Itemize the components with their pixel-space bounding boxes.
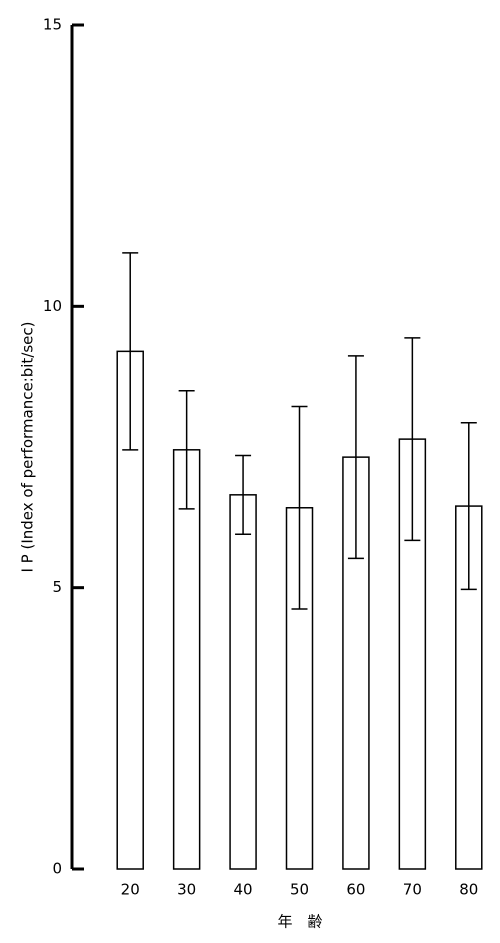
error-bar: [178, 389, 195, 510]
x-tick-label: 60: [346, 881, 365, 899]
error-bar: [460, 422, 477, 591]
x-axis-label: 年 齢: [277, 913, 322, 931]
error-bar: [122, 252, 139, 451]
y-tick-label: 0: [52, 860, 62, 878]
error-bar: [404, 337, 421, 542]
bar: [455, 505, 483, 870]
error-bar: [291, 405, 308, 610]
x-tick-label: 80: [459, 881, 478, 899]
error-bar: [235, 454, 252, 535]
x-tick-label: 30: [177, 881, 196, 899]
bar: [229, 494, 257, 870]
y-axis-label: I P (Index of performance:bit/sec): [19, 321, 37, 572]
error-bar: [347, 355, 364, 560]
y-tick-label: 10: [43, 297, 62, 315]
bar: [398, 438, 427, 870]
bar: [172, 449, 201, 870]
x-tick-label: 70: [403, 881, 422, 899]
x-tick-label: 40: [234, 881, 253, 899]
x-tick-label: 50: [290, 881, 309, 899]
x-tick-label: 20: [121, 881, 140, 899]
y-tick-label: 5: [52, 578, 62, 596]
y-tick-label: 15: [43, 16, 62, 34]
